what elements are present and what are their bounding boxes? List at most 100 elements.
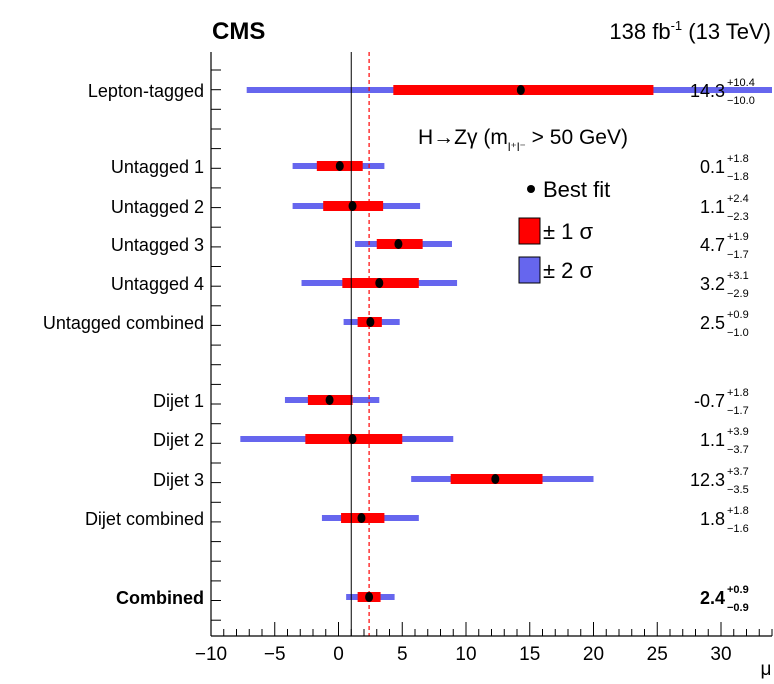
category-label: Lepton-tagged bbox=[88, 81, 204, 101]
x-tick-label: 25 bbox=[647, 644, 668, 665]
value-labels: 14.3 +10.4−10.00.1 +1.8−1.81.1 +2.4−2.34.7 +… bbox=[690, 77, 755, 614]
best-fit-marker bbox=[491, 474, 500, 484]
x-tick-label: 30 bbox=[710, 644, 731, 665]
upper-error-label: +10.4 bbox=[727, 77, 755, 89]
best-fit-marker bbox=[516, 85, 525, 95]
category-label: Untagged 3 bbox=[111, 235, 204, 255]
value-annotation: -0.7 +1.8 −1.7 bbox=[694, 387, 749, 417]
category-label: Untagged 2 bbox=[111, 197, 204, 217]
value-annotation: 14.3 +10.4 −10.0 bbox=[690, 77, 755, 107]
value-annotation: 4.7 +1.9 −1.7 bbox=[700, 231, 749, 261]
category-label: Untagged 1 bbox=[111, 157, 204, 177]
category-label: Untagged 4 bbox=[111, 274, 204, 294]
value-label: 1.1 bbox=[700, 430, 725, 450]
value-label: 1.8 bbox=[700, 509, 725, 529]
upper-error-label: +0.9 bbox=[727, 309, 749, 321]
category-label: Combined bbox=[116, 588, 204, 608]
upper-error-label: +2.4 bbox=[727, 193, 749, 205]
value-annotation: 3.2 +3.1 −2.9 bbox=[700, 270, 749, 300]
best-fit-marker bbox=[348, 201, 357, 211]
category-label: Dijet combined bbox=[85, 509, 204, 529]
lower-error-label: −1.8 bbox=[727, 171, 749, 183]
x-axis-title: μ bbox=[761, 659, 772, 680]
best-fit-marker bbox=[375, 278, 384, 288]
luminosity-label: 138 fb-1 (13 TeV) bbox=[609, 18, 771, 44]
energy-label: (13 TeV) bbox=[682, 19, 771, 44]
best-fit-marker bbox=[335, 161, 344, 171]
value-annotation: 0.1 +1.8 −1.8 bbox=[700, 153, 749, 183]
minor-ticks bbox=[211, 69, 221, 621]
x-tick-label: 15 bbox=[519, 644, 540, 665]
legend-process-text: H→Zγ (m bbox=[418, 126, 508, 149]
value-annotation: 2.4 +0.9 −0.9 bbox=[700, 584, 749, 614]
best-fit-marker bbox=[365, 592, 374, 602]
upper-error-label: +0.9 bbox=[727, 584, 749, 596]
legend-one-sigma-label: ± 1 σ bbox=[543, 219, 594, 244]
legend: H→Zγ (ml⁺l⁻ > 50 GeV) Best fit ± 1 σ ± 2… bbox=[418, 126, 628, 284]
x-tick-label: 10 bbox=[455, 644, 476, 665]
x-tick-label: −10 bbox=[195, 644, 227, 665]
best-fit-marker bbox=[348, 434, 357, 444]
legend-process-tail: > 50 GeV) bbox=[526, 126, 628, 149]
value-label: 12.3 bbox=[690, 470, 725, 490]
value-annotation: 12.3 +3.7 −3.5 bbox=[690, 466, 749, 496]
lower-error-label: −10.0 bbox=[727, 95, 755, 107]
value-annotation: 2.5 +0.9 −1.0 bbox=[700, 309, 749, 339]
upper-error-label: +1.9 bbox=[727, 231, 749, 243]
legend-two-sigma-swatch bbox=[518, 256, 541, 284]
category-label: Dijet 3 bbox=[153, 470, 204, 490]
best-fit-marker bbox=[366, 317, 375, 327]
value-label: 14.3 bbox=[690, 81, 725, 101]
value-label: 0.1 bbox=[700, 157, 725, 177]
reference-lines bbox=[350, 52, 370, 636]
experiment-label: CMS bbox=[212, 18, 265, 45]
lower-error-label: −2.9 bbox=[727, 288, 749, 300]
legend-best-fit-marker bbox=[527, 185, 535, 193]
category-label: Dijet 2 bbox=[153, 430, 204, 450]
upper-error-label: +1.8 bbox=[727, 505, 749, 517]
value-label: 3.2 bbox=[700, 274, 725, 294]
category-labels: Lepton-tagged Untagged 1 Untagged 2 Untagge… bbox=[43, 81, 204, 608]
lower-error-label: −3.7 bbox=[727, 444, 749, 456]
value-label: 1.1 bbox=[700, 197, 725, 217]
x-tick-label: 5 bbox=[397, 644, 408, 665]
value-annotation: 1.1 +3.9 −3.7 bbox=[700, 426, 749, 456]
best-fit-marker bbox=[325, 395, 334, 405]
best-fit-marker bbox=[357, 513, 366, 523]
value-label: 2.5 bbox=[700, 313, 725, 333]
legend-process: H→Zγ (ml⁺l⁻ > 50 GeV) bbox=[418, 126, 628, 154]
legend-one-sigma-swatch bbox=[518, 217, 541, 245]
value-label: 2.4 bbox=[700, 588, 725, 608]
upper-error-label: +1.8 bbox=[727, 153, 749, 165]
upper-error-label: +1.8 bbox=[727, 387, 749, 399]
luminosity-exponent: -1 bbox=[671, 18, 683, 33]
value-label: -0.7 bbox=[694, 391, 725, 411]
value-annotation: 1.8 +1.8 −1.6 bbox=[700, 505, 749, 535]
x-tick-label: 20 bbox=[583, 644, 604, 665]
value-annotation: 1.1 +2.4 −2.3 bbox=[700, 193, 749, 223]
legend-process-sub: l⁺l⁻ bbox=[508, 140, 526, 154]
category-label: Untagged combined bbox=[43, 313, 204, 333]
best-fit-markers bbox=[325, 85, 525, 602]
lower-error-label: −2.3 bbox=[727, 211, 749, 223]
lower-error-label: −1.0 bbox=[727, 327, 749, 339]
luminosity-value: 138 fb bbox=[609, 19, 670, 44]
lower-error-label: −1.7 bbox=[727, 405, 749, 417]
x-axis: −10 −5 0 5 10 15 20 25 30 μ bbox=[195, 622, 773, 680]
lower-error-label: −1.6 bbox=[727, 523, 749, 535]
x-tick-label: −5 bbox=[264, 644, 286, 665]
upper-error-label: +3.7 bbox=[727, 466, 749, 478]
category-label: Dijet 1 bbox=[153, 391, 204, 411]
legend-two-sigma-label: ± 2 σ bbox=[543, 258, 594, 283]
upper-error-label: +3.9 bbox=[727, 426, 749, 438]
legend-best-fit-label: Best fit bbox=[543, 177, 610, 202]
upper-error-label: +3.1 bbox=[727, 270, 749, 282]
value-label: 4.7 bbox=[700, 235, 725, 255]
best-fit-marker bbox=[394, 239, 403, 249]
lower-error-label: −1.7 bbox=[727, 249, 749, 261]
x-tick-label: 0 bbox=[333, 644, 344, 665]
lower-error-label: −3.5 bbox=[727, 484, 749, 496]
interval-bars bbox=[240, 85, 772, 602]
